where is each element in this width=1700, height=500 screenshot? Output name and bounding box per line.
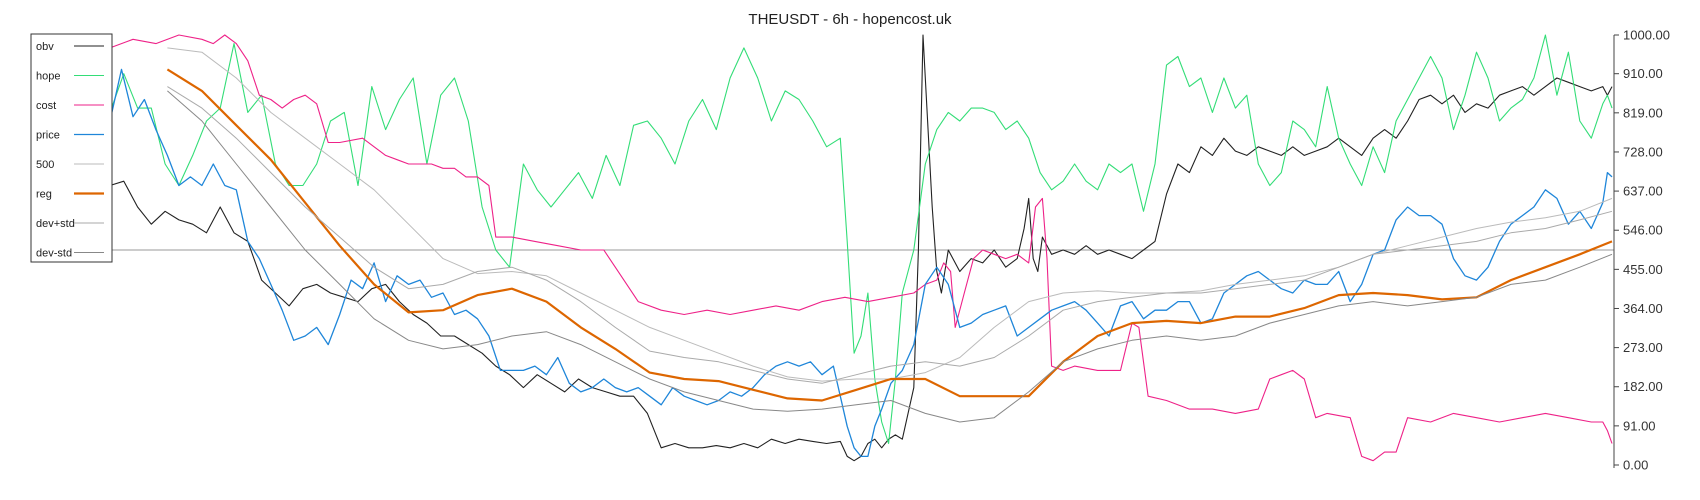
series-line-hope (109, 34, 1613, 445)
y-tick-label: 1000.00 (1623, 28, 1670, 43)
chart-title: THEUSDT - 6h - hopencost.uk (748, 11, 952, 28)
series-layer (109, 34, 1613, 462)
y-tick-label: 0.00 (1623, 458, 1648, 473)
legend-box (30, 33, 113, 263)
series-line-obv (109, 34, 1613, 462)
y-tick-label: 455.00 (1623, 262, 1663, 277)
y-tick-label: 364.00 (1623, 301, 1663, 316)
series-line-reg (166, 68, 1613, 402)
legend-label: price (36, 130, 60, 142)
y-tick-label: 182.00 (1623, 379, 1663, 394)
y-tick-label: 728.00 (1623, 144, 1663, 159)
series-line-dev-std (167, 90, 1613, 423)
legend-label: dev+std (36, 218, 75, 230)
y-tick-label: 546.00 (1623, 223, 1663, 238)
legend-label: cost (36, 100, 56, 112)
legend-label: dev-std (36, 248, 72, 260)
legend-label: obv (36, 41, 54, 53)
y-tick-label: 637.00 (1623, 184, 1663, 199)
series-line-dev-std (167, 86, 1613, 384)
y-tick-label: 819.00 (1623, 105, 1663, 120)
series-line-cost (109, 34, 1613, 462)
legend-items: obv hope cost price 500 reg dev+std dev-std (36, 41, 104, 260)
legend-label: hope (36, 71, 60, 83)
legend: obv hope cost price 500 reg dev+std dev-std (30, 33, 113, 263)
y-axis-ticks: 1000.00 910.00 819.00 728.00 637.00 546.00 455… (1614, 28, 1670, 473)
y-tick-label: 910.00 (1623, 66, 1663, 81)
y-tick-label: 273.00 (1623, 340, 1663, 355)
series-line-500 (167, 47, 1613, 382)
series-line-price (109, 68, 1613, 458)
y-tick-label: 91.00 (1623, 418, 1656, 433)
legend-label: 500 (36, 159, 54, 171)
legend-label: reg (36, 189, 52, 201)
